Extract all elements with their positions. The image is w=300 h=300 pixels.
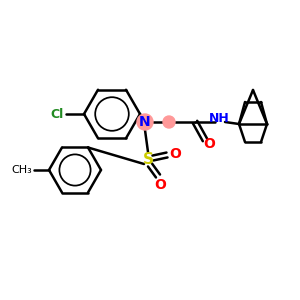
Circle shape: [137, 114, 153, 130]
Text: CH₃: CH₃: [11, 165, 32, 175]
Text: O: O: [169, 147, 181, 161]
Text: NH: NH: [208, 112, 230, 125]
Text: N: N: [139, 115, 151, 129]
Circle shape: [163, 116, 175, 128]
Text: Cl: Cl: [51, 107, 64, 121]
Text: S: S: [142, 152, 154, 167]
Text: O: O: [154, 178, 166, 192]
Text: O: O: [203, 137, 215, 151]
